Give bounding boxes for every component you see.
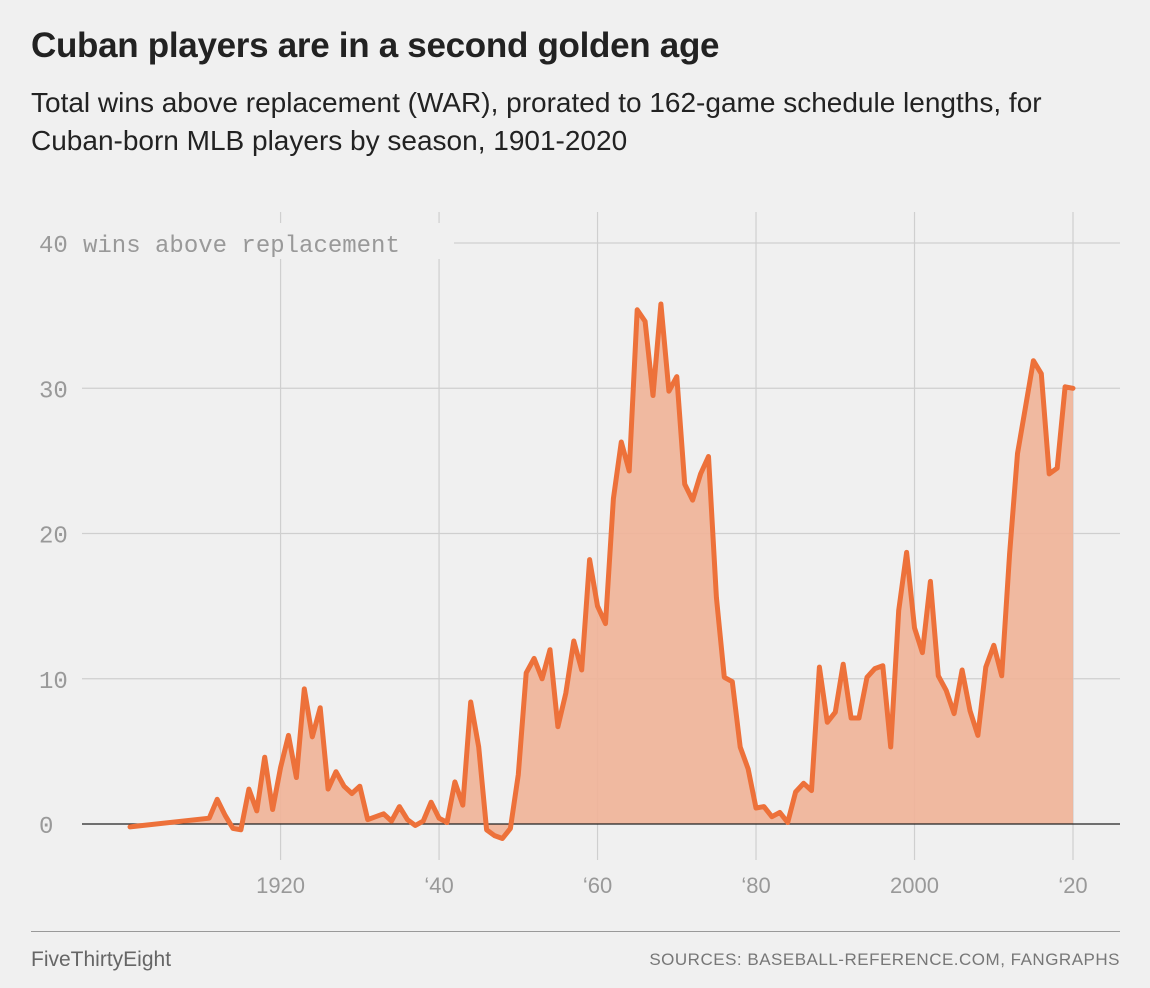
footer-divider <box>31 931 1120 932</box>
x-tick-label: ‘80 <box>741 873 770 898</box>
brand-logo-text: FiveThirtyEight <box>31 948 172 971</box>
y-axis-ticks: 0 10 20 30 40 wins above replacement <box>39 223 454 841</box>
x-tick-label: 2000 <box>890 873 939 898</box>
chart-title: Cuban players are in a second golden age <box>31 26 720 65</box>
x-axis-ticks: 1920 ‘40 ‘60 ‘80 2000 ‘20 <box>256 873 1088 898</box>
y-label-backdrop <box>76 223 454 259</box>
y-tick-label: 20 <box>39 524 68 551</box>
y-axis-label: wins above replacement <box>83 233 400 260</box>
chart-subtitle: Total wins above replacement (WAR), pror… <box>31 87 1042 156</box>
plot-area <box>82 301 1120 841</box>
y-tick-label: 40 <box>39 233 68 260</box>
y-tick-label: 10 <box>39 669 68 696</box>
war-area-fill <box>130 304 1073 839</box>
war-series-line <box>127 301 1076 841</box>
x-tick-label: ‘20 <box>1058 873 1087 898</box>
x-tick-label: ‘60 <box>583 873 612 898</box>
x-tick-label: 1920 <box>256 873 305 898</box>
sources-credit: SOURCES: BASEBALL-REFERENCE.COM, FANGRAP… <box>649 950 1120 969</box>
y-tick-label: 30 <box>39 378 68 405</box>
y-tick-label: 0 <box>39 814 53 841</box>
war-area-chart: 0 10 20 30 40 wins above replacement 1920 ‘40 ‘… <box>39 212 1120 898</box>
x-tick-label: ‘40 <box>424 873 453 898</box>
